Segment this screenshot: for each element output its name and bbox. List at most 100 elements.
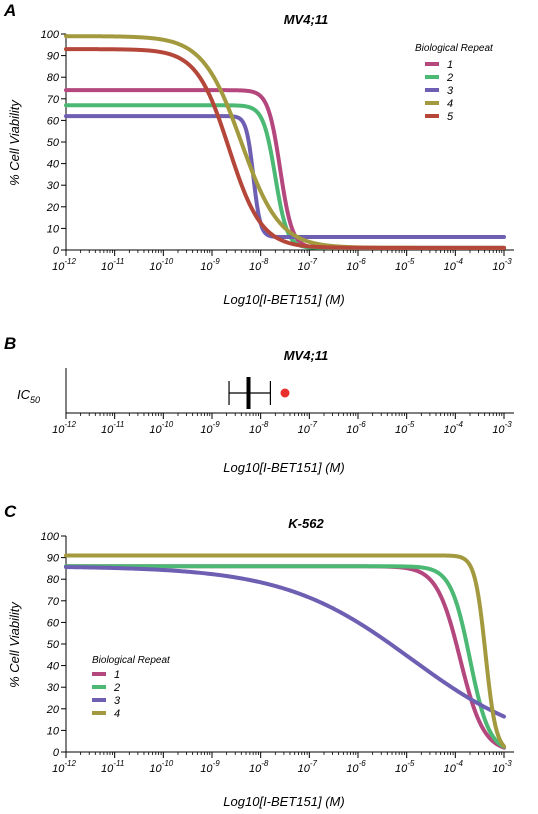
c-x-tick-label-base: 10 (149, 763, 162, 775)
c-x-tick-label: 10-12 (52, 759, 76, 775)
c-x-tick-label-exponent: -7 (310, 759, 318, 768)
panel-letter-b: B (4, 334, 16, 353)
panel-letter-a: A (3, 1, 16, 20)
axes-b: 10-12 10-11 10-10 10-9 10-8 10-7 10-6 10-5 10-4 1… (52, 368, 514, 436)
a-legend-label-3: 3 (447, 85, 454, 97)
a-x-tick-label-exponent: -10 (162, 257, 174, 266)
a-x-tick-label: 10-12 (52, 257, 76, 273)
a-x-tick-label: 10-10 (149, 257, 173, 273)
c-y-tick-label: 60 (47, 617, 60, 629)
legend-title-a: Biological Repeat (415, 43, 494, 54)
a-x-tick-label: 10-11 (101, 257, 124, 273)
c-x-tick-label-base: 10 (444, 763, 457, 775)
a-legend-label-4: 4 (447, 98, 453, 110)
a-x-tick-label-exponent: -4 (456, 257, 464, 266)
b-x-tick-label-base: 10 (492, 424, 505, 436)
a-x-tick-label: 10-5 (395, 257, 415, 273)
c-y-tick-label: 0 (53, 747, 60, 759)
a-y-tick-label: 40 (47, 159, 60, 171)
c-y-tick-label: 50 (47, 639, 60, 651)
c-x-tick-label: 10-8 (249, 759, 269, 775)
b-x-tick-label-exponent: -3 (505, 420, 513, 429)
a-x-tick-label-exponent: -6 (359, 257, 367, 266)
c-y-tick-label: 90 (47, 553, 60, 565)
a-x-tick-label-exponent: -8 (261, 257, 269, 266)
a-x-tick-label-base: 10 (298, 261, 311, 273)
b-x-tick-label: 10-5 (395, 420, 415, 436)
panel-letter-c: C (4, 502, 17, 521)
b-x-tick-label-exponent: -5 (407, 420, 415, 429)
b-x-tick-label-base: 10 (249, 424, 262, 436)
c-y-tick-label: 70 (47, 596, 60, 608)
c-y-tick-label: 40 (47, 661, 60, 673)
b-x-tick-label-base: 10 (444, 424, 457, 436)
c-x-tick-label-exponent: -6 (359, 759, 367, 768)
curves-a (64, 34, 506, 250)
a-x-tick-label-exponent: -7 (310, 257, 318, 266)
c-x-tick-label-exponent: -3 (505, 759, 513, 768)
b-x-tick-label: 10-8 (249, 420, 269, 436)
chart-title-c: K-562 (288, 516, 324, 531)
x-axis-label-a: Log10[I-BET151] (M) (223, 292, 344, 307)
c-x-tick-label: 10-3 (492, 759, 512, 775)
c-x-tick-label-exponent: -12 (64, 759, 76, 768)
b-x-tick-label-exponent: -6 (359, 420, 367, 429)
panel-c: C K-562 % Cell Viability Log10[I-BET151]… (4, 502, 514, 809)
a-x-tick-label-base: 10 (52, 261, 65, 273)
c-x-tick-label-base: 10 (492, 763, 505, 775)
c-x-tick-label-exponent: -4 (456, 759, 464, 768)
a-x-tick-label-base: 10 (101, 261, 114, 273)
a-x-tick-label-base: 10 (492, 261, 505, 273)
b-x-tick-label: 10-11 (101, 420, 124, 436)
c-x-tick-label-exponent: -10 (162, 759, 174, 768)
c-y-tick-label: 20 (46, 704, 60, 716)
a-x-tick-label-base: 10 (346, 261, 359, 273)
c-x-tick-label: 10-10 (149, 759, 173, 775)
c-legend-label-2: 2 (113, 682, 120, 694)
a-series-4-line (64, 34, 506, 250)
b-x-tick-label: 10-6 (346, 420, 366, 436)
a-y-tick-label: 60 (47, 115, 60, 127)
x-axis-label-b: Log10[I-BET151] (M) (223, 460, 344, 475)
b-x-tick-label-base: 10 (101, 424, 114, 436)
c-legend-label-3: 3 (114, 695, 121, 707)
b-x-tick-label-base: 10 (200, 424, 213, 436)
a-x-tick-label-exponent: -9 (213, 257, 221, 266)
c-y-tick-label: 30 (47, 682, 60, 694)
a-x-tick-label-base: 10 (395, 261, 408, 273)
a-y-tick-label: 10 (47, 223, 60, 235)
c-x-tick-label-exponent: -9 (213, 759, 221, 768)
b-x-tick-label-base: 10 (346, 424, 359, 436)
y-axis-label-b-sub: 50 (30, 395, 40, 405)
c-legend-label-4: 4 (114, 708, 120, 720)
a-x-tick-label: 10-4 (444, 257, 464, 273)
a-x-tick-label-exponent: -12 (64, 257, 76, 266)
a-x-tick-label-base: 10 (249, 261, 262, 273)
b-x-tick-label-exponent: -9 (213, 420, 221, 429)
b-x-tick-label-base: 10 (298, 424, 311, 436)
b-x-tick-label: 10-7 (298, 420, 318, 436)
c-x-tick-label-exponent: -11 (113, 759, 124, 768)
a-legend-label-1: 1 (447, 59, 453, 71)
a-y-tick-label: 20 (46, 202, 60, 214)
y-axis-label-c: % Cell Viability (7, 601, 22, 688)
a-legend-label-5: 5 (447, 111, 454, 123)
c-x-tick-label-base: 10 (52, 763, 65, 775)
c-x-tick-label: 10-9 (200, 759, 220, 775)
c-series-3-line (64, 565, 506, 719)
c-x-tick-label-base: 10 (249, 763, 262, 775)
a-x-tick-label: 10-6 (346, 257, 366, 273)
a-x-tick-label: 10-7 (298, 257, 318, 273)
c-x-tick-label: 10-4 (444, 759, 464, 775)
curves-c (64, 553, 506, 750)
a-y-tick-label: 0 (53, 245, 60, 257)
c-series-4-line (64, 553, 506, 749)
b-x-tick-label-base: 10 (52, 424, 65, 436)
a-y-tick-label: 100 (41, 29, 60, 41)
c-y-tick-label: 80 (47, 574, 60, 586)
b-x-tick-label: 10-3 (492, 420, 512, 436)
